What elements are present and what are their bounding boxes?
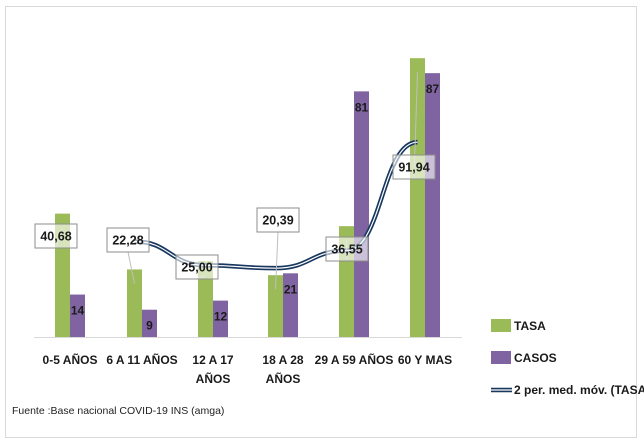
category-label: 18 A 28 [262,353,303,367]
tasa-leader-line [127,251,135,284]
legend-swatch-tasa [491,319,511,332]
casos-bar [70,294,85,337]
tasa-data-label: 20,39 [262,214,293,228]
category-label: 6 A 11 AÑOS [106,352,177,367]
tasa-callout-box [175,254,219,280]
tasa-callout-box [106,227,150,253]
casos-data-label: 21 [284,282,298,296]
tasa-data-label: 36,55 [331,243,362,257]
tasa-bar [198,261,213,337]
casos-data-label: 12 [214,310,228,324]
legend-label-trendline: 2 per. med. móv. (TASA) [514,383,644,397]
category-label: 29 A 59 AÑOS [315,352,394,367]
tasa-bar [127,269,142,337]
casos-bar [213,300,228,337]
tasa-data-label: 91,94 [398,161,429,175]
casos-bar [283,273,298,337]
legend-label-tasa: TASA [514,319,546,333]
casos-bar [142,309,157,337]
category-label: AÑOS [196,371,231,386]
trendline-inner [134,141,418,269]
tasa-callout-box [325,236,369,262]
tasa-callout-box [392,154,436,180]
tasa-bar [410,58,425,338]
casos-data-label: 81 [355,100,369,114]
legend-swatch-casos [491,351,511,364]
category-label: 0-5 AÑOS [43,352,98,367]
casos-data-label: 87 [426,82,440,96]
source-note: Fuente :Base nacional COVID-19 INS (amga… [12,405,225,417]
legend-label-casos: CASOS [514,351,557,365]
tasa-callout-box [34,223,78,249]
casos-data-label: 9 [146,319,153,333]
trendline-outer [134,139,418,271]
category-label: 60 Y MAS [398,353,452,367]
tasa-data-label: 25,00 [181,261,212,275]
tasa-callout-box [256,207,300,233]
category-label: 12 A 17 [192,353,233,367]
casos-bar [425,73,440,338]
chart-frame [5,6,637,438]
casos-bar [354,91,369,337]
tasa-leader-line [275,231,279,290]
tasa-bar [268,275,283,337]
casos-data-label: 14 [71,304,85,318]
category-label: AÑOS [266,371,301,386]
tasa-data-label: 40,68 [40,230,71,244]
tasa-data-label: 22,28 [112,234,143,248]
